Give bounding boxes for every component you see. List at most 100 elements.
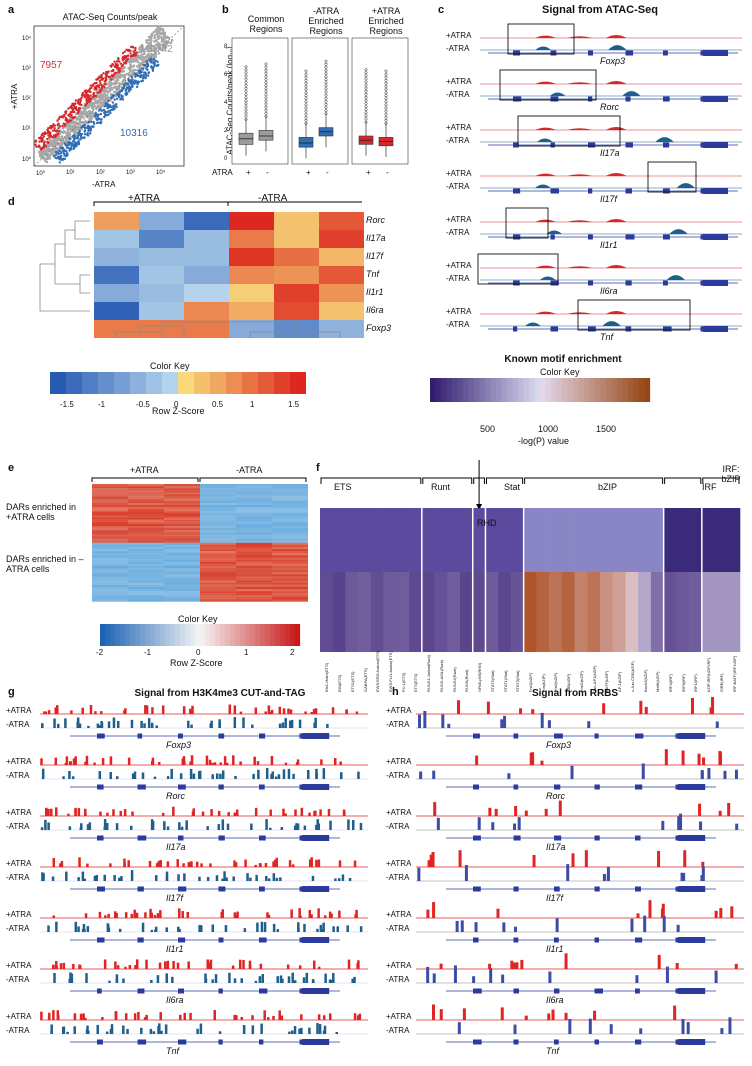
rrbs-plus-bar [494,808,498,816]
scatter-point-up [45,132,49,135]
scatter-point-down [83,129,87,132]
cuttag-minus-bar [153,776,157,779]
scatter-point-up [97,86,100,89]
scatter-point-common [86,106,90,109]
motif-heatmap [320,460,741,652]
scatter-point-common [158,28,162,32]
cuttag-minus-bar [322,922,325,932]
scatter-point-down [123,83,126,86]
rrbs-plus-bar [711,697,715,714]
cuttag-plus-bar [149,908,152,918]
e-heatmap-cell [236,500,272,503]
e-heatmap-cell [200,553,236,556]
f-key-swatch [496,378,502,402]
box-outlier [364,74,368,78]
e-heatmap-cell [272,513,308,516]
cuttag-minus-bar [192,773,196,779]
cuttag-minus-bar [263,922,267,932]
scatter-point-up [76,101,80,104]
cuttag-minus-bar [221,819,225,830]
e-heatmap-cell [92,551,128,554]
cuttag-minus-bar [249,877,252,881]
box-outlier [324,59,328,63]
cuttag-minus-bar [288,1031,291,1034]
scatter-point-up [34,140,37,143]
cuttag-plus-bar [308,812,311,816]
f-motif-label-11: RUNX(Runt) [464,669,470,692]
cuttag-plus-bar [47,710,51,714]
box-outlier [324,78,328,82]
scatter-point-common [105,93,109,97]
cuttag-plus-bar [172,960,175,969]
cuttag-plus-bar [145,959,148,969]
cuttag-gene-1-exon [97,784,104,790]
cuttag-gene-label-0: Foxp3 [166,740,192,750]
scatter-point-common [99,101,102,104]
f-motif-label-12: NFkB-p65(RHD) [477,662,483,692]
rrbs-plus-bar [429,854,433,867]
cuttag-plus-bar [317,966,321,969]
scatter-point-common [72,127,76,131]
scatter-point-common [86,111,90,115]
e-heatmap-cell [272,534,308,537]
f-key-swatch [507,378,513,402]
scatter-point-down [77,137,80,140]
cuttag-plus-bar [52,915,56,918]
cuttag-plus-bar [287,708,290,714]
atac-minus-1-peak [549,92,566,96]
scatter-point-common [121,80,125,83]
scatter-point-down [127,90,131,93]
box-outlier [364,71,368,75]
d-col-bracket [93,201,362,206]
scatter-common-count: 110742 [140,44,173,55]
cuttag-minus-bar [103,874,106,881]
cuttag-plus-bar [161,812,165,816]
f-heatmap-cell [460,572,474,652]
e-colgroup-minus: -ATRA [236,465,263,475]
e-heatmap-cell [200,584,236,587]
e-key-swatch [265,624,271,646]
cuttag-plus-bar [254,864,257,867]
cuttag-plus-bar [310,711,313,714]
scatter-point-up [66,121,69,124]
cuttag-plus-bar [244,859,247,867]
scatter-point-up [64,116,68,120]
atac-gene-4-exon [588,234,593,240]
scatter-point-common [170,38,174,42]
box-outlier [324,69,328,72]
e-heatmap-cell [164,486,200,489]
rrbs-plus-bar [439,963,443,969]
scatter-point-common [80,110,83,114]
box-ytick-3: 2 [224,128,228,134]
e-key-swatch [150,624,156,646]
cuttag-minus-bar [250,823,253,830]
e-heatmap-cell [200,513,236,516]
e-heatmap-cell [128,502,164,506]
cuttag-plus-bar [345,709,348,714]
box-outlier [324,105,328,109]
atac-gene-5-exon [588,280,594,286]
e-heatmap-cell [272,557,308,560]
rrbs-minus-bar [423,710,427,728]
e-heatmap-cell [236,505,272,508]
e-key-swatch [215,624,221,646]
scatter-point-common [125,84,128,88]
cuttag-minus-bar [160,1030,163,1034]
scatter-ytick-3: 10¹ [22,126,31,132]
cuttag-plus-bar [189,708,192,714]
cuttag-minus-bar [198,924,201,932]
cuttag-plus-bar [101,1017,104,1020]
scatter-point-up [99,81,102,85]
f-key-swatch [617,378,623,402]
scatter-point-up [85,100,88,103]
rrbs-plus-bar [496,908,500,918]
box-outlier [384,97,388,101]
cuttag-plus-bar [179,1014,182,1020]
e-heatmap-cell [128,526,164,529]
scatter-point-up [80,96,83,100]
scatter-point-down [78,130,81,133]
box-outlier [384,81,388,85]
scatter-point-common [143,48,146,51]
cuttag-plus-bar [213,762,217,765]
box-outlier [264,111,268,115]
